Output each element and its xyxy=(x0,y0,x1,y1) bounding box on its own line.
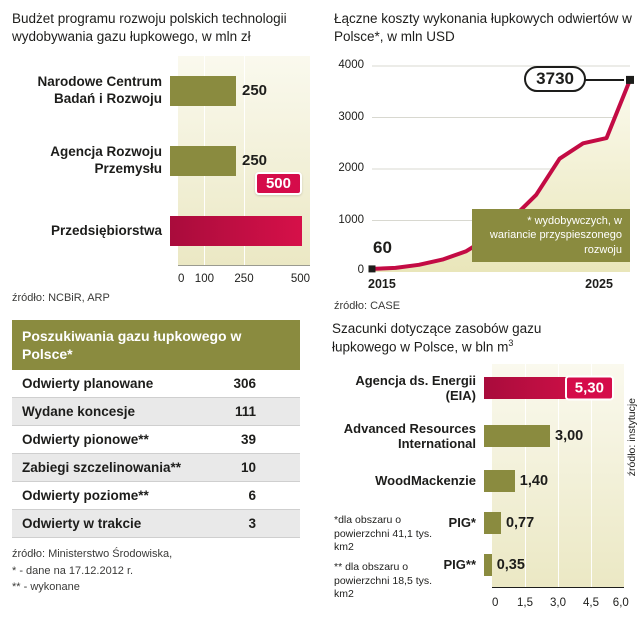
resources-chart: Agencja ds. Energii (EIA) 5,30 Advanced … xyxy=(332,364,638,612)
highlight-value-badge: 500 xyxy=(254,171,302,195)
row-label: Odwierty planowane xyxy=(22,376,154,392)
bar-label: Narodowe Centrum Badań i Rozwoju xyxy=(37,74,162,106)
bar-label: Przedsiębiorstwa xyxy=(50,222,162,238)
table-row: Odwierty poziome** 6 xyxy=(12,482,300,511)
budget-bars: Narodowe Centrum Badań i Rozwoju 250 Age… xyxy=(12,56,314,266)
axis-tick: 2000 xyxy=(338,162,364,174)
gridline xyxy=(591,364,592,588)
bar-przedsiebiorstwa xyxy=(170,215,302,246)
table-row: Odwierty planowane 306 xyxy=(12,370,300,399)
table-row: Odwierty w trakcie 3 xyxy=(12,510,300,539)
bar-label: PIG* xyxy=(448,515,476,531)
axis-tick: 3000 xyxy=(338,111,364,123)
resources-bars: Agencja ds. Energii (EIA) 5,30 Advanced … xyxy=(332,364,638,586)
axis-tick: 0 xyxy=(357,264,364,276)
bar-row-ncbir: Narodowe Centrum Badań i Rozwoju 250 xyxy=(12,56,314,126)
row-value: 10 xyxy=(240,460,256,476)
bar-label: PIG** xyxy=(443,557,476,573)
gridline xyxy=(525,364,526,588)
axis-tick: 6,0 xyxy=(612,597,629,610)
axis-tick: 0 xyxy=(492,597,499,610)
budget-x-axis: 0 100 250 500 xyxy=(178,268,310,288)
resources-chart-panel: Szacunki dotyczące zasobów gazu łupkoweg… xyxy=(332,320,638,612)
budget-chart-title: Budżet programu rozwoju polskich technol… xyxy=(12,11,287,44)
bar-value: 0,35 xyxy=(496,557,525,574)
highlight-value-badge: 5,30 xyxy=(564,375,614,401)
table-row: Wydane koncesje 111 xyxy=(12,398,300,427)
source-note: źródło: Ministerstwo Środowiska, * - dan… xyxy=(12,548,173,594)
row-label: Zabiegi szczelinowania** xyxy=(22,460,182,476)
table-header: Poszukiwania gazu łupkowego w Polsce* xyxy=(12,320,300,371)
axis-tick: 1000 xyxy=(338,214,364,226)
row-label: Odwierty poziome** xyxy=(22,488,149,504)
exploration-table-panel: Poszukiwania gazu łupkowego w Polsce* Od… xyxy=(12,320,314,596)
row-value: 3 xyxy=(248,516,256,532)
axis-tick: 0 xyxy=(178,272,185,285)
axis-tick: 500 xyxy=(290,272,310,285)
table-row: Odwierty pionowe** 39 xyxy=(12,426,300,455)
row-value: 6 xyxy=(248,488,256,504)
axis-tick: 2015 xyxy=(368,277,396,291)
bar-arp xyxy=(170,145,236,176)
bar-pig1 xyxy=(484,512,501,535)
bar-value: 250 xyxy=(242,152,268,170)
exploration-table: Odwierty planowane 306 Wydane koncesje 1… xyxy=(12,370,300,539)
axis-tick: 4,5 xyxy=(583,597,599,610)
resources-x-axis: 0 1,5 3,0 4,5 6,0 xyxy=(492,592,629,612)
bar-row-woodmackenzie: WoodMackenzie 1,40 xyxy=(332,460,638,502)
axis-tick: 1,5 xyxy=(517,597,533,610)
resources-chart-title: Szacunki dotyczące zasobów gazu łupkoweg… xyxy=(332,321,542,355)
axis-tick: 250 xyxy=(234,272,254,285)
footnotes: *dla obszaru o powierzchni 41,1 tys. km2… xyxy=(334,514,433,601)
row-label: Wydane koncesje xyxy=(22,404,136,420)
row-label: Odwierty w trakcie xyxy=(22,516,142,532)
bar-woodmackenzie xyxy=(484,470,515,493)
axis-tick: 100 xyxy=(194,272,214,285)
source-note: źródło: NCBiR, ARP xyxy=(12,291,110,304)
costs-chart-panel: Łączne koszty wykonania łupkowych odwier… xyxy=(334,10,636,316)
costs-y-axis: 4000 3000 2000 1000 0 xyxy=(334,59,367,276)
bar-value: 250 xyxy=(242,82,268,100)
costs-plot-area: 60 3730 * wydobywczych, w wariancie przy… xyxy=(368,65,634,273)
bar-row-arp: Agencja Rozwoju Przemysłu 250 xyxy=(12,126,314,196)
bar-row-przedsiebiorstwa: Przedsiębiorstwa 500 xyxy=(12,171,314,266)
bar-label: WoodMackenzie xyxy=(375,473,476,489)
bar-label: Agencja ds. Energii (EIA) xyxy=(355,372,476,404)
bar-row-eia: Agencja ds. Energii (EIA) 5,30 xyxy=(332,364,638,412)
axis-tick: 4000 xyxy=(338,59,364,71)
bar-pig2 xyxy=(484,554,492,577)
start-value-label: 60 xyxy=(373,238,392,257)
resources-plot-area xyxy=(492,364,624,589)
bar-value: 1,40 xyxy=(519,473,549,490)
bar-label: Agencja Rozwoju Przemysłu xyxy=(50,144,162,176)
end-value-callout: 3730 xyxy=(524,66,586,92)
row-value: 111 xyxy=(234,404,256,420)
budget-chart: Narodowe Centrum Badań i Rozwoju 250 Age… xyxy=(12,55,314,288)
budget-chart-panel: Budżet programu rozwoju polskich technol… xyxy=(12,10,314,304)
bar-value: 0,77 xyxy=(505,515,535,532)
gridline xyxy=(244,55,245,265)
source-note: źródło: CASE xyxy=(334,300,401,312)
costs-chart-title: Łączne koszty wykonania łupkowych odwier… xyxy=(334,11,632,44)
row-value: 306 xyxy=(233,376,256,392)
axis-tick: 3,0 xyxy=(550,597,566,610)
annotation-box: * wydobywczych, w wariancie przyspieszon… xyxy=(472,209,630,262)
row-label: Odwierty pionowe** xyxy=(22,432,149,448)
bar-value: 3,00 xyxy=(555,428,584,445)
bar-ncbir xyxy=(170,75,236,106)
bar-ari xyxy=(484,425,550,448)
costs-x-axis: 2015 2025 xyxy=(368,277,630,293)
bar-label: Advanced Resources International xyxy=(343,420,476,452)
bar-row-pig2: PIG** 0,35 xyxy=(332,544,638,586)
table-row: Zabiegi szczelinowania** 10 xyxy=(12,454,300,483)
title-superscript: 3 xyxy=(508,337,514,348)
axis-tick: 2025 xyxy=(585,277,613,291)
gridline xyxy=(558,364,559,588)
bar-row-pig1: PIG* 0,77 xyxy=(332,502,638,544)
row-value: 39 xyxy=(240,432,256,448)
bar-row-ari: Advanced Resources International 3,00 xyxy=(332,412,638,460)
callout-connector xyxy=(582,79,624,81)
